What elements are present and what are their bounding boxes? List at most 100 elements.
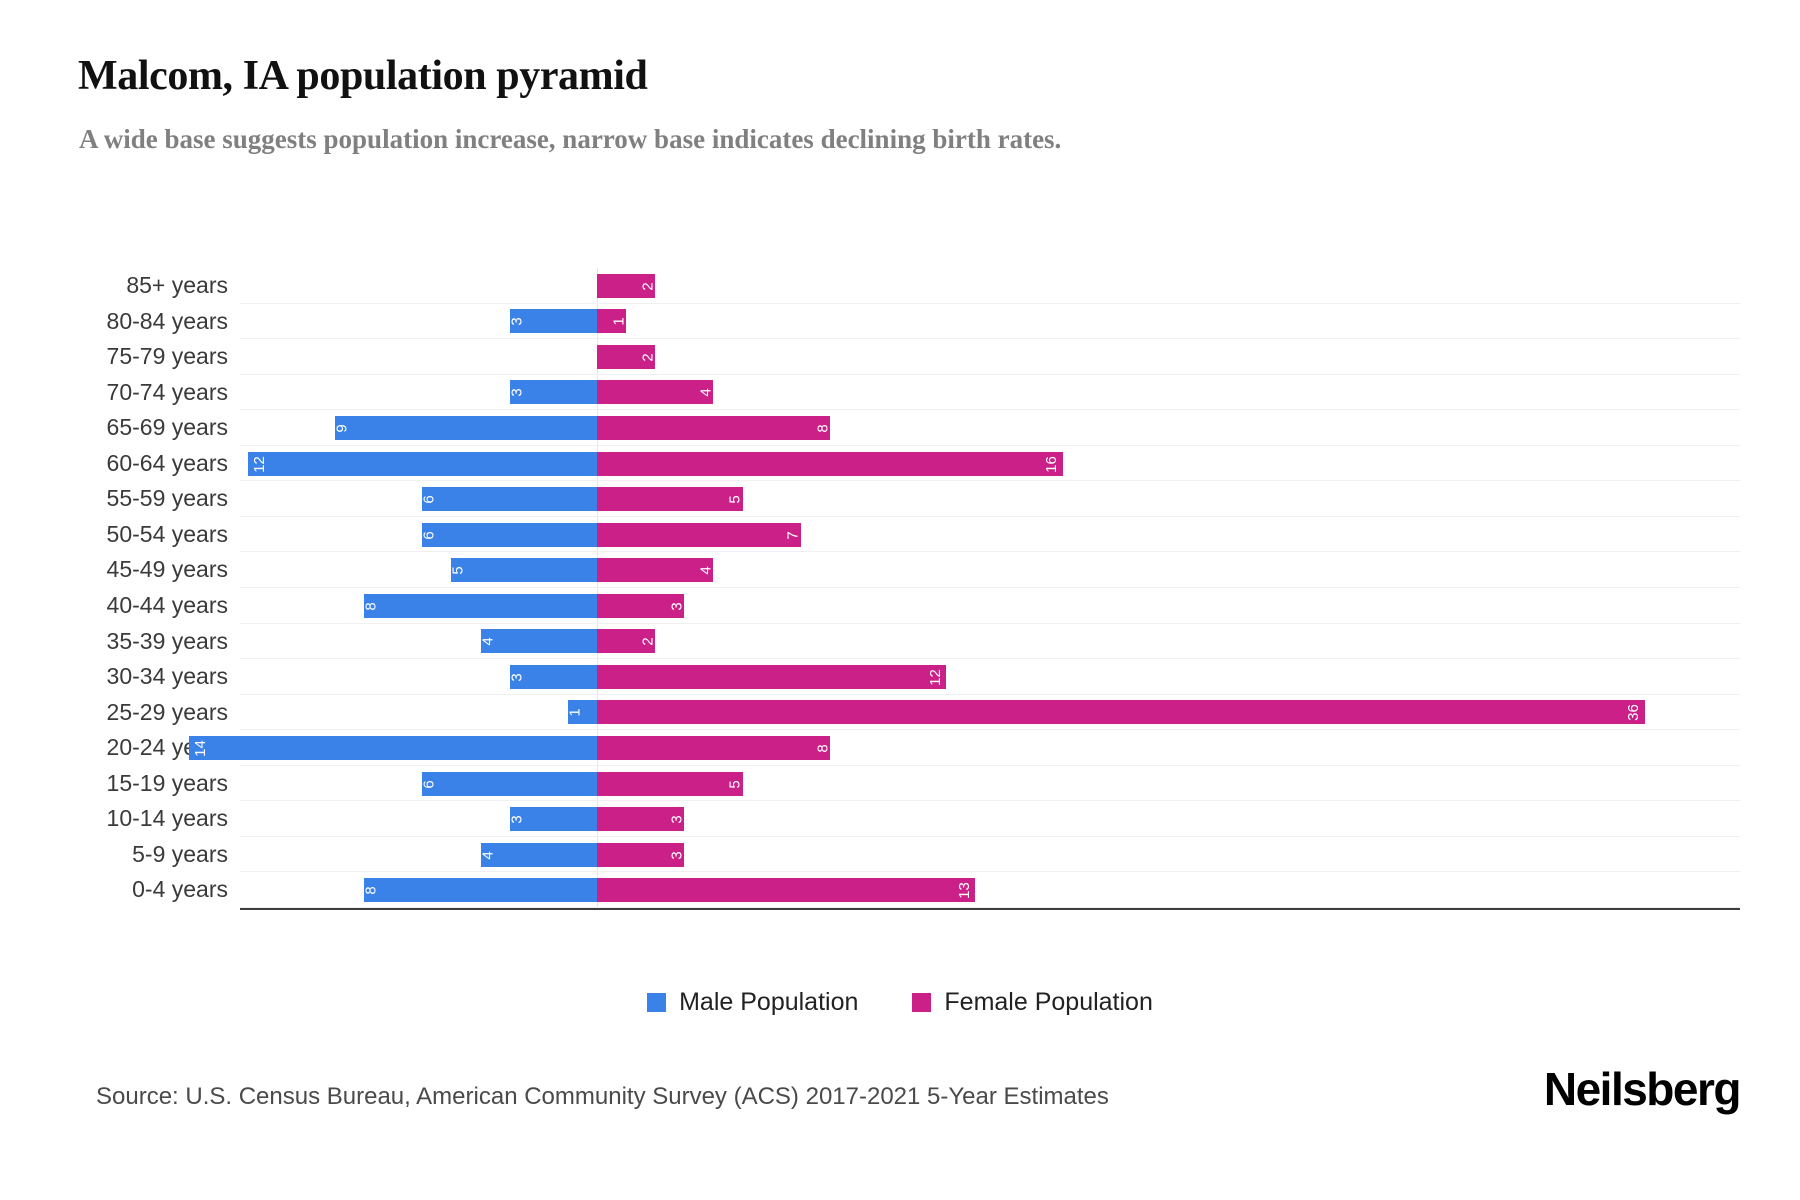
bar-male[interactable]: 5: [450, 558, 597, 583]
chart-row: 55-59 years 6 5: [107, 481, 1740, 517]
bar-male[interactable]: 12: [247, 451, 597, 476]
chart-canvas: 85+ years 2 80-84 years 3 1 75-79 years 2 70-74…: [107, 268, 1740, 910]
bar-value-label: 8: [814, 744, 832, 753]
y-axis-label: 85+ years: [126, 272, 228, 298]
bar-female[interactable]: 2: [597, 344, 657, 369]
bar-female[interactable]: 5: [597, 771, 744, 796]
gridline: [240, 729, 1740, 731]
bar-male[interactable]: 8: [363, 593, 597, 618]
chart-row: 50-54 years 6 7: [107, 517, 1740, 553]
bar-value-label: 5: [726, 779, 744, 789]
chart-row: 85+ years 2: [126, 268, 1740, 304]
chart-row: 75-79 years 2: [107, 339, 1740, 375]
bar-value-label: 4: [697, 388, 715, 398]
chart-row: 5-9 years 4 3: [132, 837, 1740, 873]
y-axis-label: 50-54 years: [106, 520, 228, 547]
gridline: [240, 587, 1740, 588]
bar-male[interactable]: 8: [362, 878, 597, 903]
chart-row: 0-4 years 8 13: [132, 872, 1740, 908]
bar-male[interactable]: 6: [421, 487, 597, 512]
bar-value-label: 7: [785, 530, 803, 540]
y-axis-label: 5-9 years: [132, 840, 228, 867]
chart-plot-area: 85+ years 2 80-84 years 3 1 75-79 years 2 70-74…: [107, 268, 1740, 910]
center-axis-line: [597, 268, 598, 908]
chart-row: 35-39 years 4 2: [107, 624, 1740, 660]
bar-female[interactable]: 12: [597, 664, 947, 689]
gridline: [240, 409, 1740, 411]
bar-value-label: 2: [639, 282, 657, 291]
bar-value-label: 4: [479, 637, 497, 646]
bar-male[interactable]: 6: [421, 522, 597, 547]
chart-row: 80-84 years 3 1: [107, 304, 1740, 340]
bar-value-label: 16: [1042, 455, 1060, 473]
bar-value-label: 8: [362, 886, 380, 895]
chart-row: 65-69 years 9 8: [107, 410, 1740, 446]
bar-female[interactable]: 2: [597, 629, 657, 654]
bar-male[interactable]: 4: [479, 842, 597, 867]
y-axis-label: 80-84 years: [106, 307, 228, 334]
source-note: Source: U.S. Census Bureau, American Com…: [96, 1083, 1109, 1110]
brand-logo: Neilsberg: [1543, 1063, 1742, 1115]
y-axis-label: 0-4 years: [132, 876, 228, 903]
bar-value-label: 5: [450, 566, 468, 575]
y-axis-label: 15-19 years: [106, 769, 228, 796]
bar-value-label: 4: [479, 850, 497, 860]
chart-row: 25-29 years 1 36: [107, 695, 1740, 731]
bar-female[interactable]: 13: [597, 878, 976, 903]
y-axis-label: 40-44 years: [106, 592, 228, 618]
legend-label-male: Male Population: [679, 988, 859, 1016]
bar-value-label: 3: [508, 673, 526, 682]
gridline: [240, 373, 1740, 375]
chart-row: 10-14 years 3 3: [107, 801, 1740, 837]
bar-value-label: 3: [668, 850, 686, 860]
bar-male[interactable]: 1: [566, 700, 597, 725]
bar-male[interactable]: 6: [421, 771, 597, 796]
bar-value-label: 36: [1625, 704, 1643, 722]
bar-female[interactable]: 3: [597, 807, 686, 832]
bar-value-label: 6: [421, 530, 438, 540]
gridline: [240, 835, 1740, 837]
bar-male[interactable]: 3: [508, 380, 597, 405]
bar-female[interactable]: 16: [597, 451, 1063, 476]
gridline: [240, 480, 1740, 482]
bar-value-label: 1: [610, 317, 628, 326]
y-axis-label: 30-34 years: [106, 663, 228, 690]
bar-male[interactable]: 14: [189, 735, 597, 760]
bar-value-label: 6: [421, 779, 438, 789]
bar-female[interactable]: 36: [597, 700, 1645, 725]
gridline: [240, 764, 1740, 766]
bar-value-label: 3: [508, 388, 526, 398]
bar-male[interactable]: 3: [508, 664, 597, 689]
bar-female[interactable]: 7: [597, 522, 803, 547]
bar-female[interactable]: 1: [597, 309, 628, 334]
bar-female[interactable]: 3: [597, 842, 686, 867]
legend-item-male[interactable]: Male Population: [647, 988, 858, 1017]
bar-value-label: 5: [726, 495, 744, 504]
bar-male[interactable]: 3: [508, 807, 597, 832]
gridline: [240, 515, 1740, 517]
bar-male[interactable]: 4: [479, 629, 597, 654]
legend-item-female[interactable]: Female Population: [912, 988, 1153, 1017]
y-axis-label: 25-29 years: [106, 698, 228, 725]
bar-female[interactable]: 8: [597, 415, 832, 440]
chart-row: 20-24 years 14 8: [107, 730, 1740, 766]
bar-female[interactable]: 2: [597, 273, 657, 298]
bar-female[interactable]: 5: [597, 487, 744, 512]
bar-value-label: 1: [566, 708, 584, 718]
bar-value-label: 2: [639, 637, 657, 646]
bar-male[interactable]: 3: [508, 309, 597, 334]
bar-female[interactable]: 4: [597, 380, 715, 405]
x-axis-line: [240, 908, 1740, 910]
bar-value-label: 8: [814, 424, 832, 433]
bar-female[interactable]: 3: [597, 593, 686, 618]
chart-row: 30-34 years 3 12: [107, 659, 1740, 695]
chart-row: 40-44 years 8 3: [107, 588, 1740, 624]
chart-row: 15-19 years 6 5: [107, 766, 1740, 802]
bar-value-label: 3: [508, 317, 526, 326]
bar-value-label: 9: [333, 424, 351, 433]
bar-female[interactable]: 4: [597, 558, 715, 583]
y-axis-label: 45-49 years: [106, 556, 228, 583]
gridline: [240, 338, 1740, 340]
bar-male[interactable]: 9: [333, 415, 597, 440]
bar-female[interactable]: 8: [597, 735, 832, 760]
